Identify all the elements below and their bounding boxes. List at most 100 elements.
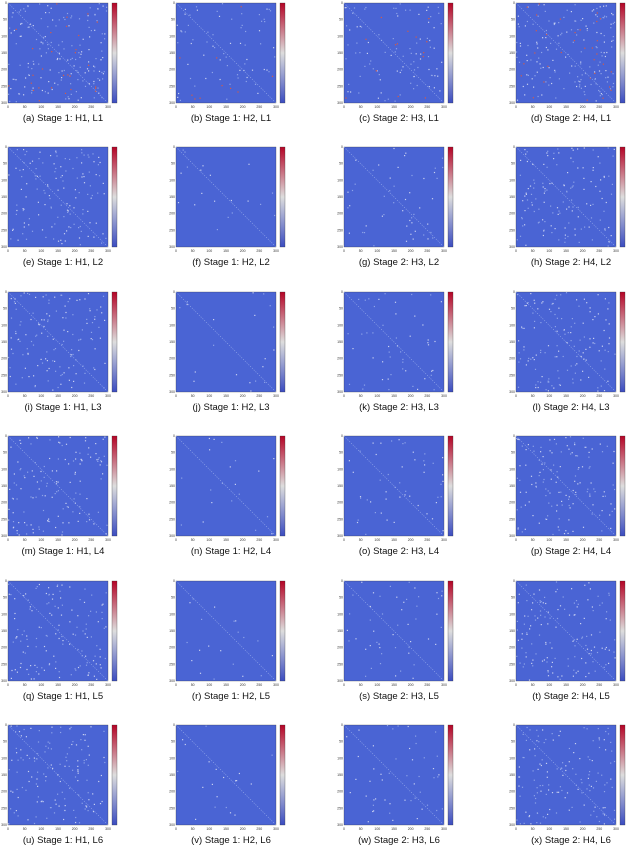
heatmap-cell xyxy=(79,225,81,228)
heatmap-cell xyxy=(608,226,610,229)
heatmap-cell xyxy=(8,356,10,359)
heatmap-cell xyxy=(440,301,442,303)
diagonal xyxy=(343,146,445,248)
heatmap-cell xyxy=(57,240,60,242)
heatmap-cell xyxy=(88,156,90,158)
heatmap-cell xyxy=(423,52,425,54)
heatmap-cell xyxy=(8,593,10,595)
y-tick-label: 200 xyxy=(1,357,7,361)
heatmap-cell xyxy=(21,377,23,379)
heatmap-cell xyxy=(79,480,81,482)
heatmap-cell xyxy=(605,618,607,620)
heatmap-cell xyxy=(547,49,549,51)
heatmap-cell xyxy=(43,465,45,468)
heatmap-cell xyxy=(583,188,585,190)
heatmap-cell xyxy=(566,31,568,33)
heatmap-cell xyxy=(62,643,64,645)
heatmap-cell xyxy=(74,668,76,670)
heatmap-cell xyxy=(81,749,83,751)
heatmap-cell xyxy=(525,193,527,195)
heatmap-cell xyxy=(545,518,547,520)
x-tick-label: 150 xyxy=(55,538,61,542)
heatmap-cell xyxy=(237,77,239,79)
heatmap-cell xyxy=(238,772,240,775)
heatmap-cell xyxy=(73,223,75,225)
heatmap-cell xyxy=(573,639,575,641)
heatmap-cell xyxy=(49,439,51,441)
heatmap-cell xyxy=(518,593,520,595)
caption: (v) Stage 1: H2, L6 xyxy=(191,835,271,846)
heatmap-cell xyxy=(607,351,609,353)
heatmap-cell xyxy=(411,759,414,761)
y-tick-label: 300 xyxy=(509,101,515,105)
heatmap-cell xyxy=(574,364,577,366)
heatmap-cell xyxy=(521,326,523,328)
heatmap-cell xyxy=(13,301,16,303)
heatmap-cell xyxy=(555,581,558,583)
heatmap-cell xyxy=(516,437,518,440)
y-tick-label: 250 xyxy=(509,373,515,377)
heatmap-cell xyxy=(582,352,584,354)
heatmap-cell xyxy=(18,338,20,340)
heatmap-cell xyxy=(15,637,17,639)
heatmap-cell xyxy=(61,243,63,245)
heatmap-cell xyxy=(583,177,585,179)
heatmap-cell xyxy=(99,656,101,658)
heatmap-cell xyxy=(427,6,429,8)
heatmap-cell xyxy=(75,197,77,199)
heatmap-cell xyxy=(545,81,547,83)
heatmap-cell xyxy=(51,732,53,734)
heatmap-cell xyxy=(577,788,579,790)
heatmap-cell xyxy=(45,358,47,360)
heatmap-cell xyxy=(234,483,236,485)
heatmap-cell xyxy=(547,813,549,815)
heatmap-cell xyxy=(535,482,537,484)
heatmap-cell xyxy=(60,166,62,168)
heatmap-cell xyxy=(437,496,439,498)
heatmap-cell xyxy=(20,23,22,25)
x-tick-label: 150 xyxy=(391,249,397,253)
heatmap-cell xyxy=(599,18,601,20)
heatmap-cell xyxy=(218,15,221,17)
heatmap-cell xyxy=(435,502,437,504)
heatmap-cell xyxy=(537,4,539,6)
y-tick-label: 200 xyxy=(337,646,343,650)
heatmap-cell xyxy=(566,792,569,794)
heatmap-cell xyxy=(402,55,404,57)
heatmap-cell xyxy=(16,636,18,638)
x-tick-label: 300 xyxy=(273,394,279,398)
heatmap-cell xyxy=(87,792,89,794)
caption: (b) Stage 1: H2, L1 xyxy=(191,113,271,124)
heatmap-cell xyxy=(549,492,551,494)
heatmap-cell xyxy=(11,669,13,672)
heatmap-cell xyxy=(60,79,62,81)
heatmap-cell xyxy=(100,460,102,462)
heatmap-cell xyxy=(594,78,596,80)
heatmap-cell xyxy=(598,746,601,749)
heatmap-cell xyxy=(575,20,577,22)
y-tick-label: 150 xyxy=(337,484,343,488)
heatmap-cell xyxy=(412,677,414,679)
heatmap-cell xyxy=(88,615,90,617)
heatmap-cell xyxy=(604,648,606,650)
heatmap-cell xyxy=(236,74,239,76)
diagonal xyxy=(515,435,617,537)
heatmap-cell xyxy=(16,209,18,212)
heatmap-cell xyxy=(540,790,542,792)
heatmap-cell xyxy=(598,350,600,352)
heatmap-cell xyxy=(55,25,57,27)
x-tick-label: 100 xyxy=(38,394,44,398)
heatmap-cell xyxy=(396,12,398,15)
heatmap-cell xyxy=(258,470,260,472)
y-tick-label: 150 xyxy=(337,340,343,344)
heatmap-cell xyxy=(88,447,90,449)
heatmap-cell xyxy=(17,239,19,241)
heatmap-cell xyxy=(89,308,91,310)
heatmap-cell xyxy=(239,42,242,44)
heatmap-cell xyxy=(48,521,51,523)
heatmap-cell xyxy=(590,814,592,816)
heatmap-cell xyxy=(59,590,61,592)
heatmap-cell xyxy=(86,68,89,70)
heatmap-cell xyxy=(536,740,538,742)
heatmap-cell xyxy=(42,509,45,512)
